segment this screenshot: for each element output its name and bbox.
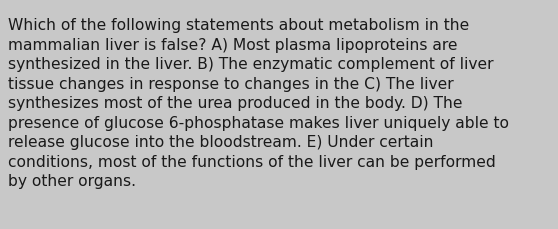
Text: Which of the following statements about metabolism in the
mammalian liver is fal: Which of the following statements about … <box>8 18 509 189</box>
